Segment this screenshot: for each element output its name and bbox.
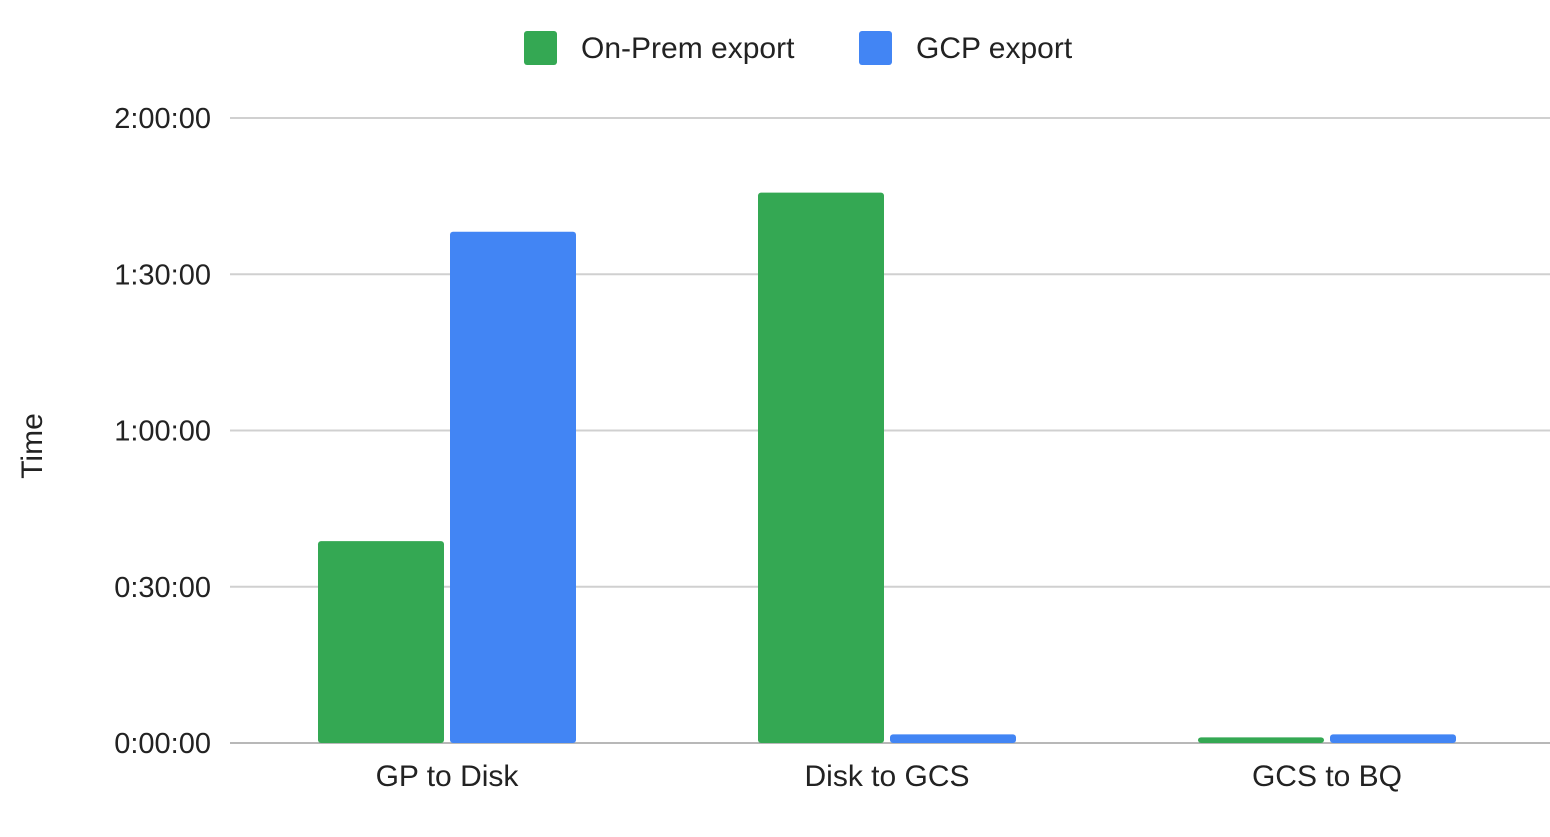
bar-on-prem-export-disk-to-gcs bbox=[758, 192, 884, 743]
y-axis-title: Time bbox=[16, 413, 49, 479]
bar-gcp-export-gp-to-disk bbox=[450, 231, 576, 743]
bar-on-prem-export-gp-to-disk bbox=[318, 541, 444, 743]
y-tick-label: 0:30:00 bbox=[114, 572, 211, 604]
legend: On-Prem export GCP export bbox=[524, 31, 1073, 65]
legend-swatch bbox=[859, 31, 892, 65]
y-tick-label: 1:30:00 bbox=[114, 259, 211, 291]
y-tick-label: 0:00:00 bbox=[114, 728, 211, 760]
legend-swatch bbox=[524, 31, 557, 65]
bar-on-prem-export-gcs-to-bq bbox=[1198, 737, 1324, 743]
x-category-label: GCS to BQ bbox=[1252, 760, 1402, 793]
x-category-label: GP to Disk bbox=[376, 760, 520, 793]
y-tick-label: 2:00:00 bbox=[114, 103, 211, 135]
legend-label: On-Prem export bbox=[581, 32, 795, 65]
legend-label: GCP export bbox=[916, 32, 1073, 65]
y-axis-ticks: 0:00:00 0:30:00 1:30:00 1:00:00 2:00:00 bbox=[114, 103, 211, 760]
y-tick-label: 1:00:00 bbox=[114, 416, 211, 448]
bar-gcp-export-disk-to-gcs bbox=[890, 734, 1016, 743]
bars bbox=[318, 192, 1456, 743]
x-axis-categories: GP to Disk Disk to GCS GCS to BQ bbox=[376, 760, 1402, 793]
bar-gcp-export-gcs-to-bq bbox=[1330, 734, 1456, 743]
x-category-label: Disk to GCS bbox=[804, 760, 969, 793]
